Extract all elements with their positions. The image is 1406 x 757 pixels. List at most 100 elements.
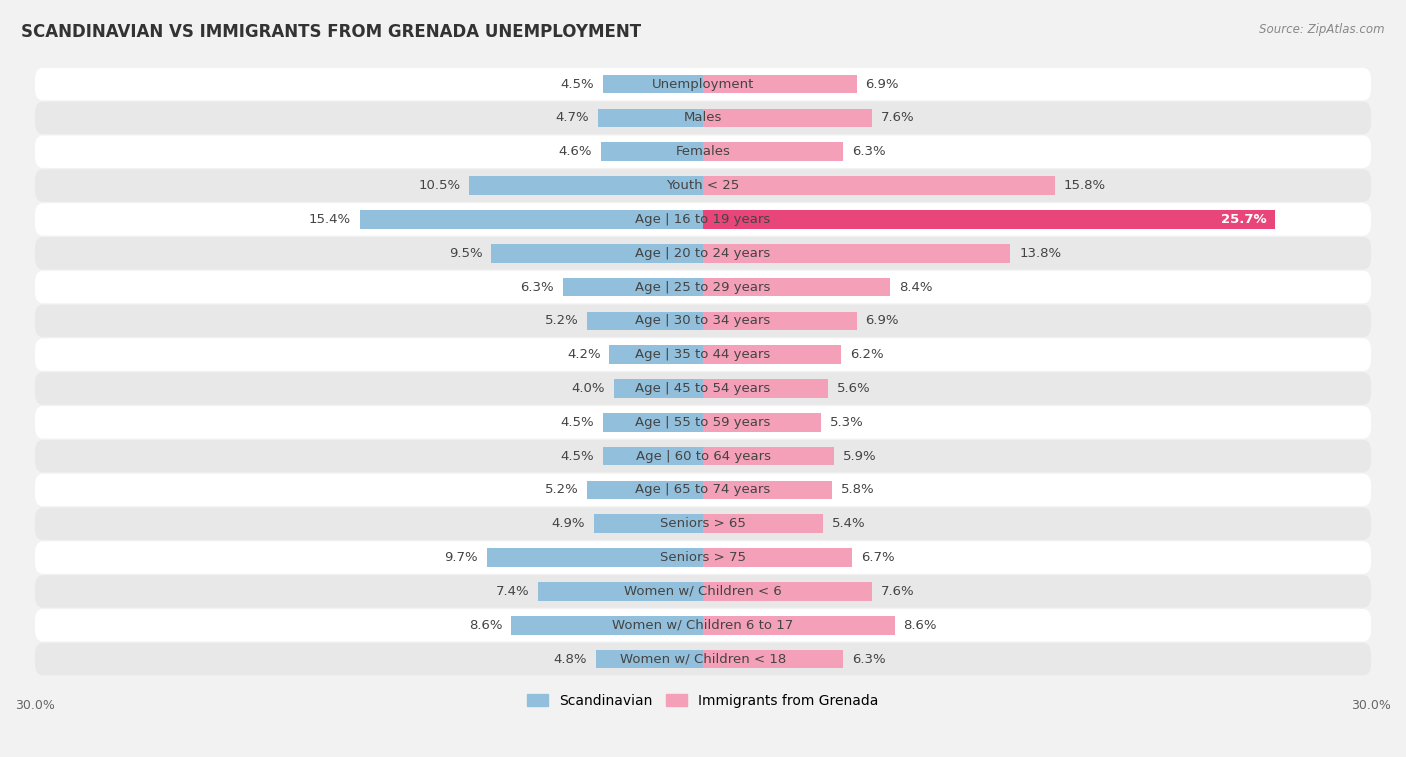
Text: 5.2%: 5.2%	[544, 484, 578, 497]
Bar	[703, 108, 872, 127]
FancyBboxPatch shape	[35, 406, 1371, 438]
Bar	[703, 413, 821, 431]
Bar	[703, 616, 894, 634]
Bar	[703, 176, 1054, 195]
Text: 8.6%: 8.6%	[904, 618, 936, 632]
Bar	[703, 515, 824, 533]
Bar	[512, 616, 703, 634]
Text: 6.9%: 6.9%	[866, 314, 898, 327]
FancyBboxPatch shape	[35, 338, 1371, 371]
Bar	[614, 379, 703, 397]
FancyBboxPatch shape	[35, 575, 1371, 608]
Bar	[538, 582, 703, 601]
Bar	[562, 278, 703, 296]
FancyBboxPatch shape	[35, 609, 1371, 641]
Legend: Scandinavian, Immigrants from Grenada: Scandinavian, Immigrants from Grenada	[522, 688, 884, 713]
FancyBboxPatch shape	[35, 203, 1371, 235]
Bar	[703, 481, 832, 500]
Text: 5.9%: 5.9%	[844, 450, 877, 463]
Bar	[596, 650, 703, 668]
Bar	[703, 210, 1275, 229]
Text: Age | 45 to 54 years: Age | 45 to 54 years	[636, 382, 770, 395]
Bar	[703, 142, 844, 161]
FancyBboxPatch shape	[35, 440, 1371, 472]
Text: 4.5%: 4.5%	[560, 450, 593, 463]
Bar	[603, 413, 703, 431]
Bar	[588, 312, 703, 330]
Text: 9.7%: 9.7%	[444, 551, 478, 564]
Bar	[703, 379, 828, 397]
Bar	[600, 142, 703, 161]
Bar	[703, 278, 890, 296]
FancyBboxPatch shape	[35, 541, 1371, 574]
Bar	[703, 582, 872, 601]
Bar	[703, 447, 834, 466]
Text: 10.5%: 10.5%	[418, 179, 460, 192]
Text: Age | 35 to 44 years: Age | 35 to 44 years	[636, 348, 770, 361]
Text: Age | 55 to 59 years: Age | 55 to 59 years	[636, 416, 770, 428]
Text: Age | 16 to 19 years: Age | 16 to 19 years	[636, 213, 770, 226]
Text: Age | 25 to 29 years: Age | 25 to 29 years	[636, 281, 770, 294]
Bar	[603, 447, 703, 466]
FancyBboxPatch shape	[35, 170, 1371, 202]
Text: 7.6%: 7.6%	[882, 585, 915, 598]
Bar	[703, 312, 856, 330]
Text: Age | 65 to 74 years: Age | 65 to 74 years	[636, 484, 770, 497]
Text: 4.9%: 4.9%	[551, 517, 585, 531]
Text: 6.3%: 6.3%	[852, 653, 886, 665]
Text: Women w/ Children < 18: Women w/ Children < 18	[620, 653, 786, 665]
Text: Source: ZipAtlas.com: Source: ZipAtlas.com	[1260, 23, 1385, 36]
Text: Unemployment: Unemployment	[652, 78, 754, 91]
Text: 4.6%: 4.6%	[558, 145, 592, 158]
Text: 9.5%: 9.5%	[449, 247, 482, 260]
Text: 4.0%: 4.0%	[571, 382, 605, 395]
Text: Age | 30 to 34 years: Age | 30 to 34 years	[636, 314, 770, 327]
Text: 5.4%: 5.4%	[832, 517, 866, 531]
Text: Age | 20 to 24 years: Age | 20 to 24 years	[636, 247, 770, 260]
Bar	[593, 515, 703, 533]
Text: 5.8%: 5.8%	[841, 484, 875, 497]
Bar	[486, 548, 703, 567]
Text: 7.6%: 7.6%	[882, 111, 915, 124]
FancyBboxPatch shape	[35, 101, 1371, 134]
Text: 6.9%: 6.9%	[866, 78, 898, 91]
Bar	[703, 244, 1011, 263]
Text: 6.2%: 6.2%	[851, 348, 883, 361]
Text: 5.3%: 5.3%	[830, 416, 863, 428]
Text: 4.8%: 4.8%	[554, 653, 588, 665]
Text: Women w/ Children 6 to 17: Women w/ Children 6 to 17	[613, 618, 793, 632]
Bar	[599, 108, 703, 127]
Bar	[703, 650, 844, 668]
Text: 8.6%: 8.6%	[470, 618, 502, 632]
Text: Seniors > 65: Seniors > 65	[659, 517, 747, 531]
Text: Age | 60 to 64 years: Age | 60 to 64 years	[636, 450, 770, 463]
Text: SCANDINAVIAN VS IMMIGRANTS FROM GRENADA UNEMPLOYMENT: SCANDINAVIAN VS IMMIGRANTS FROM GRENADA …	[21, 23, 641, 41]
Text: 15.4%: 15.4%	[309, 213, 352, 226]
Text: Males: Males	[683, 111, 723, 124]
Text: 7.4%: 7.4%	[496, 585, 529, 598]
Text: 5.2%: 5.2%	[544, 314, 578, 327]
Text: 4.5%: 4.5%	[560, 416, 593, 428]
Bar	[588, 481, 703, 500]
Text: 4.5%: 4.5%	[560, 78, 593, 91]
FancyBboxPatch shape	[35, 237, 1371, 269]
Text: 5.6%: 5.6%	[837, 382, 870, 395]
Bar	[470, 176, 703, 195]
Bar	[360, 210, 703, 229]
FancyBboxPatch shape	[35, 372, 1371, 405]
FancyBboxPatch shape	[35, 271, 1371, 304]
FancyBboxPatch shape	[35, 507, 1371, 540]
Text: 4.7%: 4.7%	[555, 111, 589, 124]
Text: 4.2%: 4.2%	[567, 348, 600, 361]
FancyBboxPatch shape	[35, 136, 1371, 168]
Bar	[603, 75, 703, 93]
Text: Women w/ Children < 6: Women w/ Children < 6	[624, 585, 782, 598]
Text: Seniors > 75: Seniors > 75	[659, 551, 747, 564]
Bar	[609, 345, 703, 364]
FancyBboxPatch shape	[35, 304, 1371, 337]
Text: 15.8%: 15.8%	[1064, 179, 1107, 192]
Text: 6.7%: 6.7%	[860, 551, 894, 564]
FancyBboxPatch shape	[35, 68, 1371, 101]
Text: 8.4%: 8.4%	[898, 281, 932, 294]
Text: 13.8%: 13.8%	[1019, 247, 1062, 260]
